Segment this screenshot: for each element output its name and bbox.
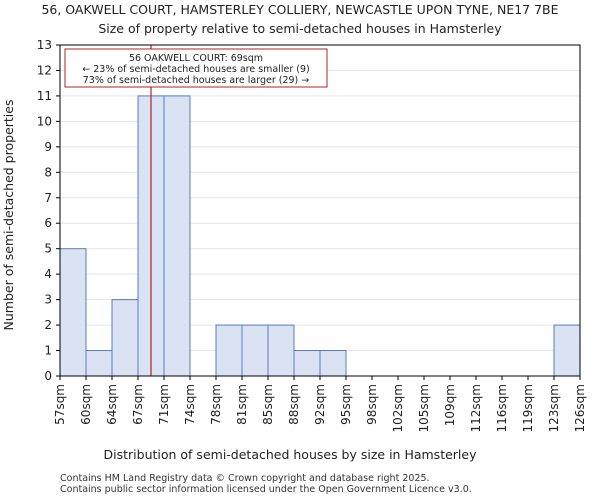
x-tick-label: 116sqm xyxy=(495,384,509,432)
x-tick-label: 64sqm xyxy=(105,384,119,425)
x-tick-label: 112sqm xyxy=(469,384,483,432)
x-axis-label: Distribution of semi-detached houses by … xyxy=(104,447,478,462)
annotation-box: 56 OAKWELL COURT: 69sqm ← 23% of semi-de… xyxy=(64,48,328,88)
y-tick-label: 6 xyxy=(44,216,52,230)
chart-subtitle: Size of property relative to semi-detach… xyxy=(98,21,502,36)
histogram-bar xyxy=(241,324,269,377)
y-tick-label: 0 xyxy=(44,369,52,383)
y-axis-label: Number of semi-detached properties xyxy=(1,100,16,331)
y-tick-label: 11 xyxy=(37,89,52,103)
annotation-line-1: 56 OAKWELL COURT: 69sqm xyxy=(129,53,263,64)
footer-copyright: Contains HM Land Registry data © Crown c… xyxy=(60,473,430,484)
histogram-bar xyxy=(111,299,139,377)
x-tick-label: 67sqm xyxy=(131,384,145,425)
y-tick-label: 3 xyxy=(44,293,52,307)
bars-layer xyxy=(59,95,581,377)
y-tick-label: 9 xyxy=(44,140,52,154)
x-tick-label: 57sqm xyxy=(53,384,67,425)
x-tick-label: 126sqm xyxy=(573,384,587,432)
x-tick-label: 123sqm xyxy=(547,384,561,432)
annotation-frame xyxy=(64,48,328,88)
histogram-bar xyxy=(267,324,295,377)
y-tick-label: 10 xyxy=(37,114,52,128)
x-tick-label: 71sqm xyxy=(157,384,171,425)
x-tick-label: 78sqm xyxy=(209,384,223,425)
y-tick-label: 12 xyxy=(37,63,52,77)
x-tick-label: 105sqm xyxy=(417,384,431,432)
x-tick-label: 88sqm xyxy=(287,384,301,425)
x-tick-label: 98sqm xyxy=(365,384,379,425)
x-tick-label: 102sqm xyxy=(391,384,405,432)
y-tick-label: 1 xyxy=(44,344,52,358)
x-tick-label: 74sqm xyxy=(183,384,197,425)
histogram-bar xyxy=(293,350,321,377)
x-tick-label: 109qm xyxy=(443,384,457,426)
histogram-bar xyxy=(319,350,347,377)
x-tick-label: 81sqm xyxy=(235,384,249,425)
chart-title: 56, OAKWELL COURT, HAMSTERLEY COLLIERY, … xyxy=(41,2,559,17)
x-axis: 57sqm 60sqm 64sqm 67sqm 71sqm 74sqm 78sqm 81sqm… xyxy=(53,376,587,432)
x-tick-label: 60sqm xyxy=(79,384,93,425)
x-tick-label: 119sqm xyxy=(521,384,535,432)
x-tick-label: 92sqm xyxy=(313,384,327,425)
annotation-line-3: 73% of semi-detached houses are larger (… xyxy=(83,75,310,86)
y-tick-label: 8 xyxy=(44,165,52,179)
y-tick-label: 7 xyxy=(44,191,52,205)
y-tick-label: 5 xyxy=(44,242,52,256)
histogram-bar xyxy=(215,324,243,377)
plot-frame xyxy=(59,44,581,377)
histogram-bar xyxy=(553,324,581,377)
histogram-bar xyxy=(59,248,87,377)
y-tick-label: 13 xyxy=(37,38,52,52)
footer-licence: Contains public sector information licen… xyxy=(60,484,472,495)
y-tick-label: 2 xyxy=(44,318,52,332)
histogram-bar xyxy=(163,95,191,377)
y-tick-label: 4 xyxy=(44,267,52,281)
annotation-line-2: ← 23% of semi-detached houses are smalle… xyxy=(82,64,310,75)
x-tick-label: 95sqm xyxy=(339,384,353,425)
histogram-bar xyxy=(85,350,113,377)
x-tick-label: 85sqm xyxy=(261,384,275,425)
